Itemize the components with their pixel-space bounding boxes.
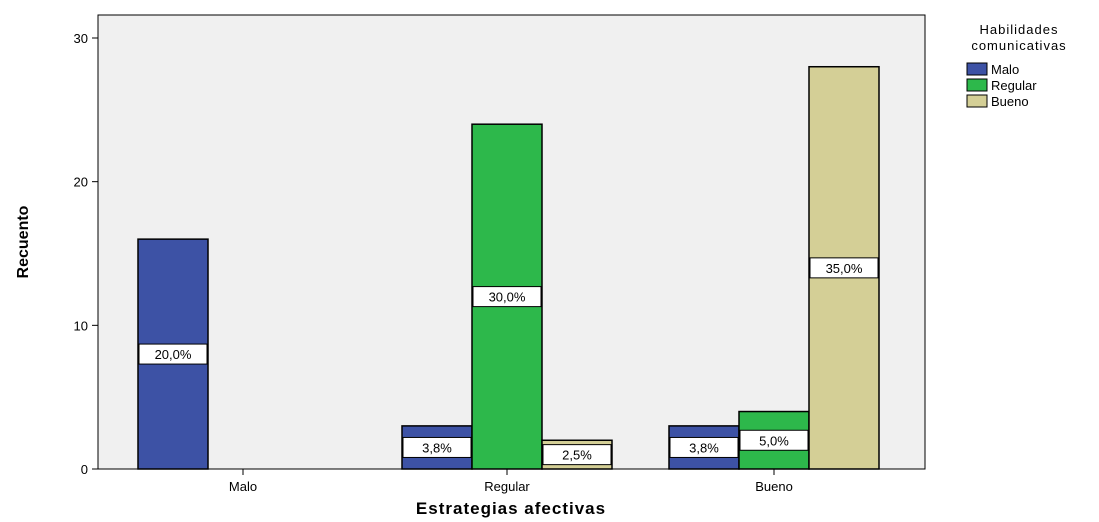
y-axis-title: Recuento — [15, 205, 32, 278]
legend-label-malo: Malo — [991, 62, 1019, 77]
data-label: 20,0% — [155, 347, 192, 362]
legend-label-regular: Regular — [991, 78, 1037, 93]
x-axis-title: Estrategias afectivas — [416, 499, 606, 518]
data-label: 30,0% — [489, 290, 526, 305]
data-label-box — [138, 343, 208, 365]
legend-swatch-bueno — [966, 94, 988, 108]
y-tick-label: 30 — [74, 31, 88, 46]
data-label-box — [739, 429, 809, 451]
y-axis: 0 10 20 30 — [74, 31, 98, 477]
y-tick-label: 0 — [81, 462, 88, 477]
data-label: 3,8% — [689, 440, 719, 455]
y-tick-label: 20 — [74, 175, 88, 190]
data-label: 35,0% — [826, 261, 863, 276]
legend: Habilidades comunicativas MaloRegularBue… — [966, 22, 1066, 109]
y-tick-label: 10 — [74, 318, 88, 333]
legend-title-line-1: Habilidades — [980, 22, 1059, 37]
data-label-box — [542, 444, 612, 466]
x-tick-label: Regular — [484, 479, 530, 494]
x-tick-label: Bueno — [755, 479, 793, 494]
legend-label-bueno: Bueno — [991, 94, 1029, 109]
x-axis: Malo Regular Bueno — [229, 469, 793, 494]
data-labels: 20,0% 3,8% 3,8% 30,0% 5,0% 2,5% 35,0% — [138, 257, 879, 466]
data-label-box — [402, 436, 472, 458]
legend-swatch-regular — [966, 78, 988, 92]
data-label-box — [669, 436, 739, 458]
data-label-box — [809, 257, 879, 279]
data-label-box — [472, 286, 542, 308]
data-label: 2,5% — [562, 448, 592, 463]
x-tick-label: Malo — [229, 479, 257, 494]
data-label: 5,0% — [759, 433, 789, 448]
legend-swatch-malo — [966, 62, 988, 76]
data-label: 3,8% — [422, 440, 452, 455]
legend-title-line-2: comunicativas — [971, 38, 1066, 53]
